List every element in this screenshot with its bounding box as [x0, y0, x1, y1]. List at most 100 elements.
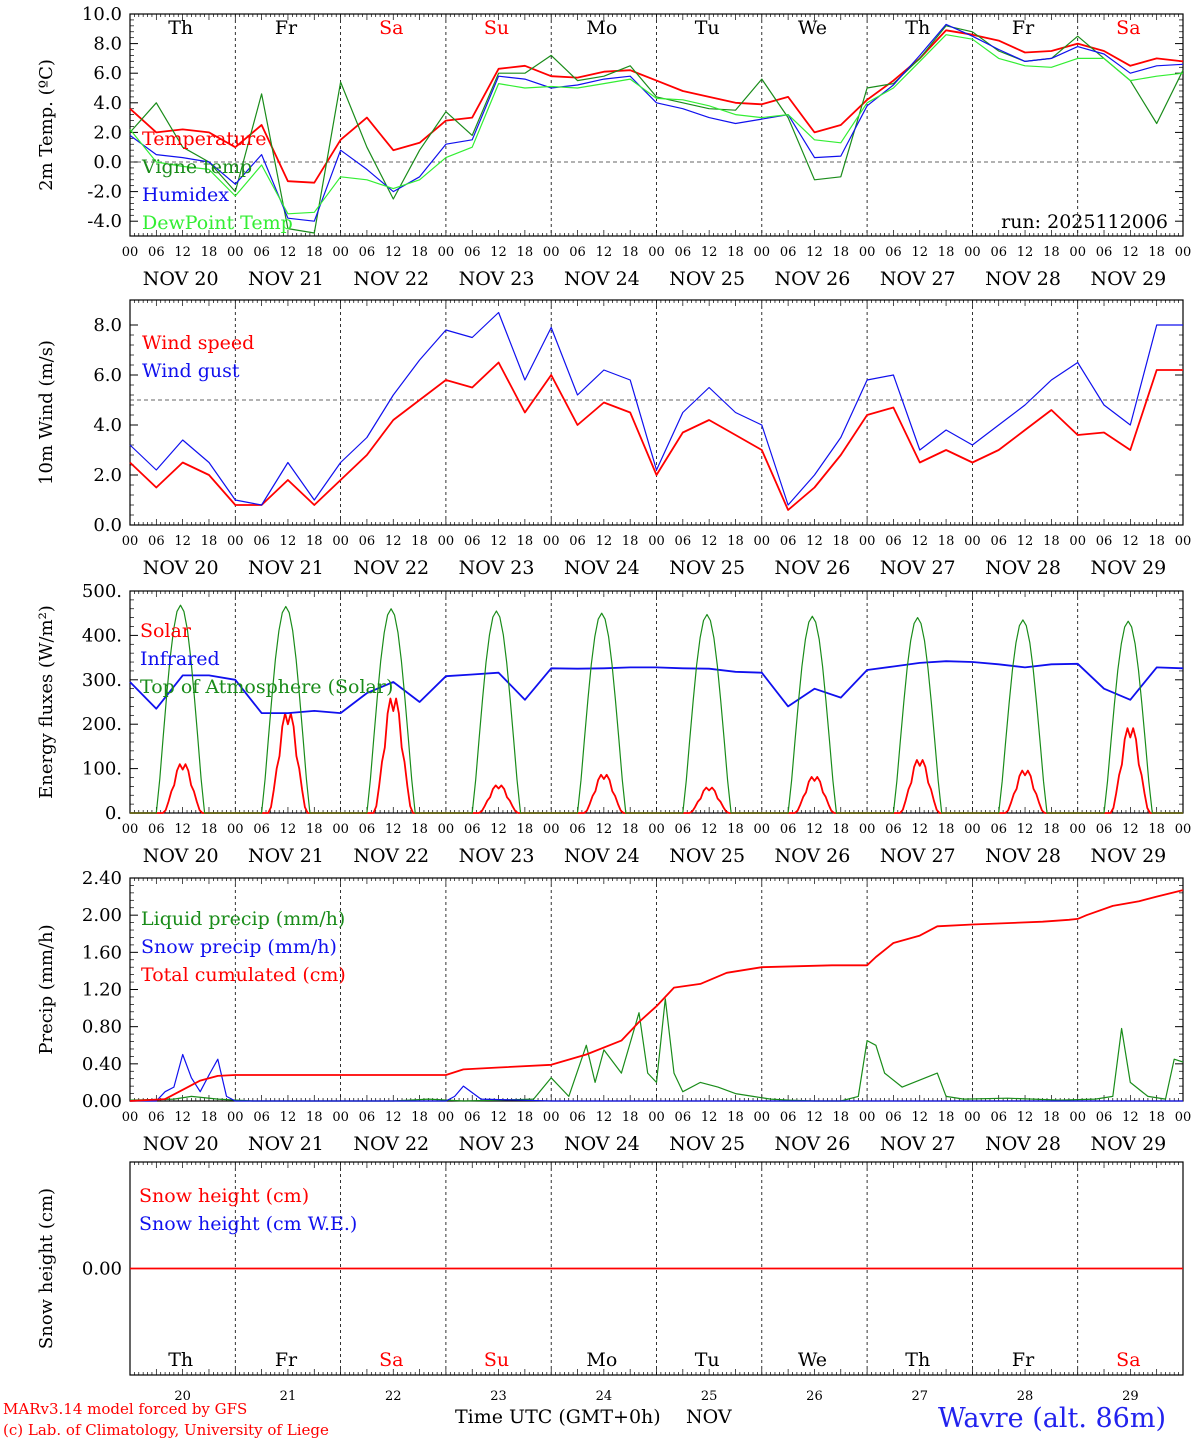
- hour-label: 00: [122, 1110, 139, 1125]
- date-label: NOV 20: [143, 845, 219, 867]
- hour-label: 06: [569, 534, 586, 549]
- y-axis-label: Precip (mm/h): [36, 924, 57, 1054]
- panel-frame: [129, 299, 1184, 526]
- hour-label: 06: [569, 822, 586, 837]
- legend-infrared: Infrared: [140, 648, 220, 670]
- hour-label: 06: [148, 534, 165, 549]
- hour-label: 18: [306, 245, 323, 260]
- date-label: NOV 26: [775, 845, 851, 867]
- month-label: NOV: [686, 1406, 732, 1428]
- hour-label: 12: [280, 822, 297, 837]
- day-abbr: Su: [484, 1349, 509, 1371]
- day-abbr: Fr: [275, 1349, 298, 1371]
- hour-label: 18: [833, 534, 850, 549]
- hour-label: 06: [885, 245, 902, 260]
- hour-label: 00: [964, 245, 981, 260]
- hour-label: 12: [490, 1110, 507, 1125]
- y-tick-label: -4.0: [87, 211, 122, 232]
- day-abbr: We: [798, 17, 827, 39]
- hour-label: 18: [517, 1110, 534, 1125]
- legend-liquid-precip-mm-h-: Liquid precip (mm/h): [141, 908, 345, 930]
- hour-label: 06: [148, 245, 165, 260]
- hour-label: 18: [306, 1110, 323, 1125]
- date-label: NOV 24: [564, 1133, 640, 1155]
- y-axis-label: Energy fluxes (W/m²): [36, 605, 57, 799]
- hour-label: 18: [517, 822, 534, 837]
- hour-label: 00: [227, 1110, 244, 1125]
- hour-label: 18: [1148, 245, 1165, 260]
- day-abbr: Th: [168, 17, 193, 39]
- hour-label: 18: [1043, 245, 1060, 260]
- hour-label: 18: [622, 1110, 639, 1125]
- hour-label: 00: [859, 534, 876, 549]
- hour-label: 06: [1096, 822, 1113, 837]
- hour-label: 00: [438, 534, 455, 549]
- hour-label: 12: [1122, 1110, 1139, 1125]
- hour-label: 06: [464, 1110, 481, 1125]
- hour-label: 06: [1096, 534, 1113, 549]
- day-number: 28: [1017, 1389, 1034, 1404]
- date-label: NOV 22: [353, 268, 429, 290]
- date-label: NOV 23: [459, 845, 535, 867]
- credit-line-1: MARv3.14 model forced by GFS: [3, 1400, 247, 1418]
- hour-label: 00: [754, 822, 771, 837]
- hour-label: 18: [411, 822, 428, 837]
- hour-label: 00: [227, 245, 244, 260]
- hour-label: 00: [754, 1110, 771, 1125]
- day-number: 23: [490, 1389, 507, 1404]
- series-temp-vigne-temp: [129, 25, 1184, 234]
- day-abbr: Sa: [1116, 1349, 1140, 1371]
- hour-label: 12: [1122, 822, 1139, 837]
- day-abbr: Th: [905, 1349, 930, 1371]
- day-abbr: We: [798, 1349, 827, 1371]
- hour-label: 00: [859, 822, 876, 837]
- hour-label: 06: [885, 1110, 902, 1125]
- date-label: NOV 22: [353, 845, 429, 867]
- hour-label: 06: [464, 822, 481, 837]
- y-tick-label: 8.0: [93, 34, 122, 55]
- hour-label: 00: [227, 534, 244, 549]
- series-energy-top-of-atmosphere-solar-: [130, 604, 1183, 814]
- y-tick-label: 0.40: [82, 1054, 122, 1075]
- hour-label: 00: [1069, 245, 1086, 260]
- day-abbr: Th: [905, 17, 930, 39]
- hour-label: 12: [385, 1110, 402, 1125]
- hour-label: 06: [1096, 245, 1113, 260]
- date-label: NOV 25: [669, 557, 745, 579]
- panel-precip: 0.00 0.40 0.80 1.20 1.60 2.00 2.40 Precip (mm/h…: [36, 868, 1191, 1155]
- hour-label: 06: [253, 822, 270, 837]
- hour-label: 06: [569, 1110, 586, 1125]
- hour-label: 18: [201, 245, 218, 260]
- day-number: 27: [911, 1389, 928, 1404]
- hour-label: 00: [859, 1110, 876, 1125]
- date-label: NOV 26: [775, 1133, 851, 1155]
- day-abbr: Tu: [695, 1349, 720, 1371]
- legend-humidex: Humidex: [142, 184, 229, 206]
- day-number: 20: [174, 1389, 191, 1404]
- hour-label: 12: [596, 1110, 613, 1125]
- hour-label: 12: [174, 1110, 191, 1125]
- hour-label: 18: [201, 534, 218, 549]
- legend-wind-gust: Wind gust: [142, 360, 240, 382]
- hour-label: 12: [596, 822, 613, 837]
- date-label: NOV 28: [985, 845, 1061, 867]
- y-tick-label: 6.0: [93, 63, 122, 84]
- series-wind-wind-speed: [129, 361, 1183, 511]
- hour-label: 00: [1175, 1110, 1192, 1125]
- hour-label: 00: [122, 822, 139, 837]
- hour-label: 12: [701, 245, 718, 260]
- hour-label: 00: [543, 534, 560, 549]
- legend-snow-height-cm-w-e-: Snow height (cm W.E.): [139, 1213, 357, 1235]
- date-label: NOV 25: [669, 1133, 745, 1155]
- hour-label: 06: [675, 1110, 692, 1125]
- hour-label: 18: [938, 1110, 955, 1125]
- hour-label: 18: [727, 245, 744, 260]
- panel-temp: -4.0 -2.0 0.0 2.0 4.0 6.0 8.0 10.0 2m Temp. (ºC)…: [36, 4, 1191, 290]
- legend-temperature: Temperature: [142, 128, 266, 150]
- y-tick-label: 0.: [105, 803, 122, 824]
- hour-label: 12: [1122, 534, 1139, 549]
- run-label: run: 2025112006: [1001, 211, 1168, 233]
- series-wind-wind-gust: [129, 311, 1183, 506]
- hour-label: 06: [1096, 1110, 1113, 1125]
- day-abbr: Sa: [379, 17, 403, 39]
